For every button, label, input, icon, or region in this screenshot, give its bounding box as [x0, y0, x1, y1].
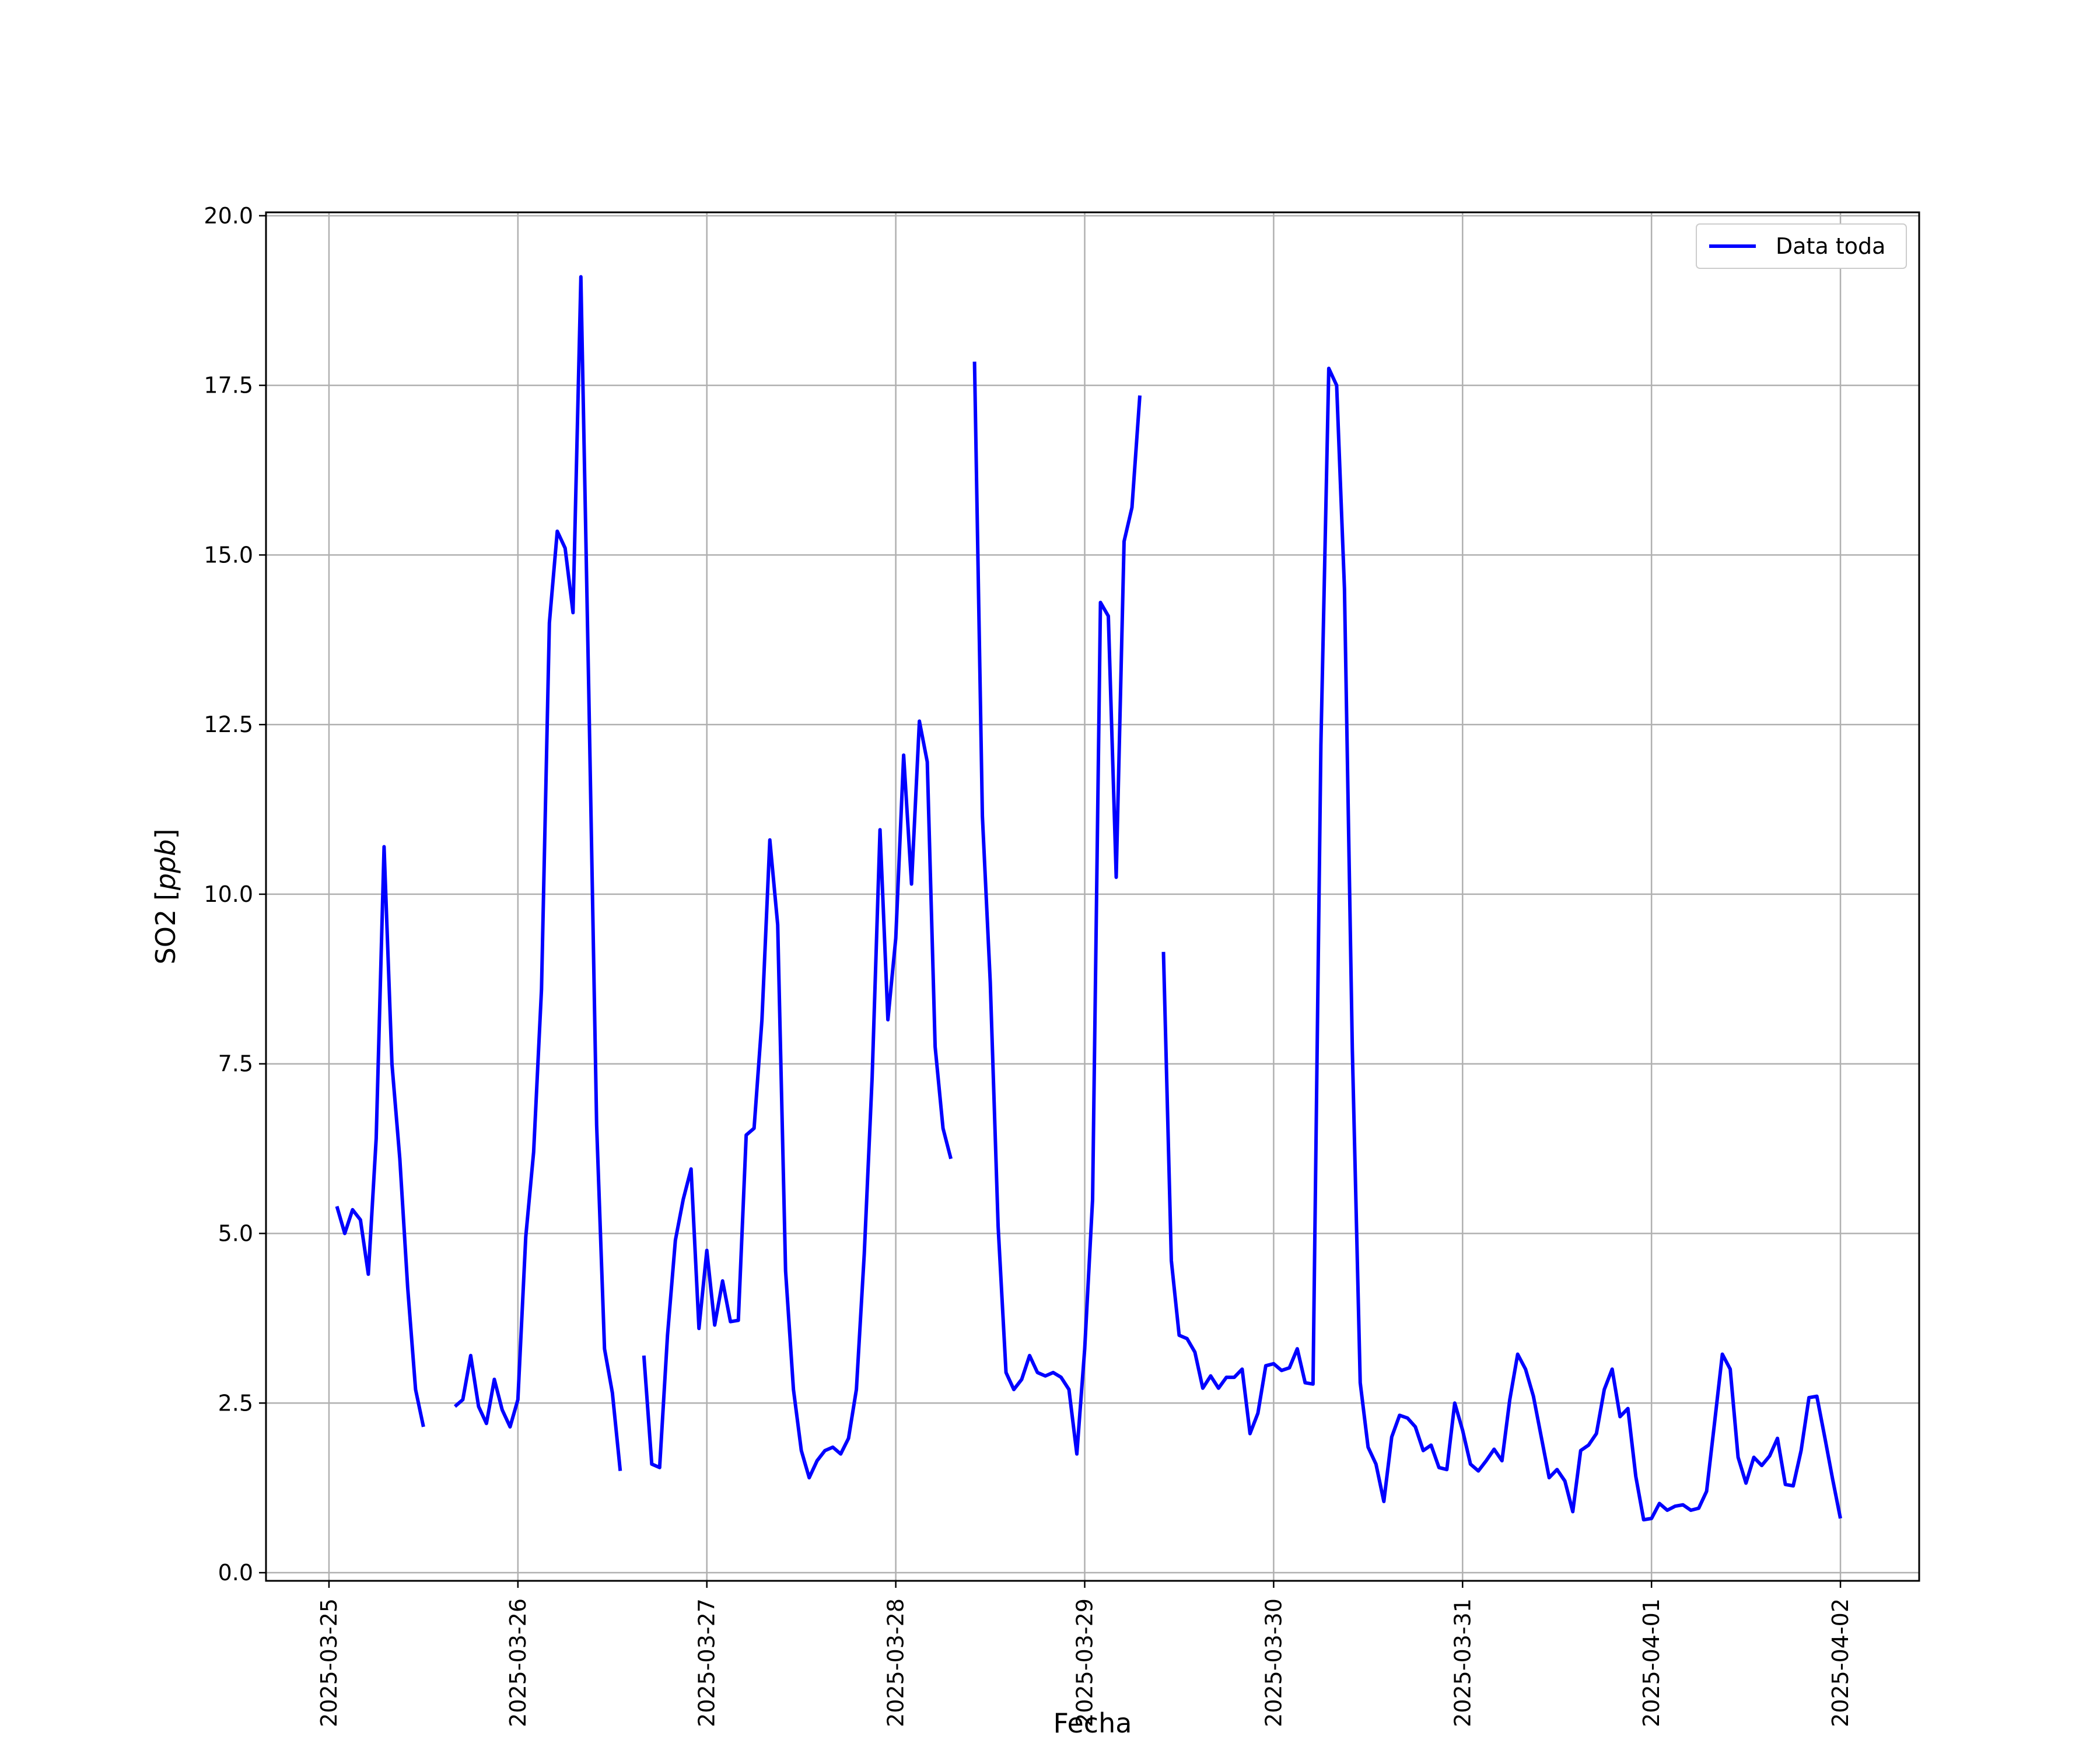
series-line-data-toda [1161, 366, 1842, 1522]
legend: Data toda [1696, 223, 1907, 269]
series-line-data-toda [972, 361, 1142, 1456]
y-tick-label: 12.5 [204, 712, 253, 737]
x-tick-label: 2025-03-31 [1450, 1598, 1475, 1727]
x-tick-label: 2025-04-02 [1828, 1598, 1853, 1727]
y-axis-ticks: 0.0 2.5 5.0 7.5 10.0 12.5 15.0 17.5 20.0 [204, 203, 266, 1586]
series-line-data-toda [642, 719, 953, 1480]
x-tick-label: 2025-03-26 [505, 1598, 531, 1727]
x-tick-label: 2025-03-29 [1072, 1598, 1098, 1727]
x-tick-label: 2025-03-25 [316, 1598, 342, 1727]
y-axis-label-unit: ppb [150, 839, 181, 891]
y-tick-label: 10.0 [204, 881, 253, 907]
legend-box [1696, 223, 1907, 269]
x-tick-label: 2025-03-27 [694, 1598, 720, 1727]
y-tick-label: 0.0 [218, 1560, 253, 1586]
plot-area-frame [265, 211, 1920, 1582]
legend-label-data-toda: Data toda [1776, 233, 1885, 259]
series-line-data-toda [453, 275, 622, 1471]
y-tick-label: 15.0 [204, 542, 253, 568]
x-tick-label: 2025-03-30 [1261, 1598, 1286, 1727]
series-layer [335, 275, 1842, 1522]
x-axis-label: Fecha [1054, 1707, 1132, 1739]
x-tick-label: 2025-03-28 [883, 1598, 909, 1727]
y-axis-label: SO2 [ppb] [150, 829, 181, 965]
series-line-data-toda [335, 845, 425, 1427]
y-tick-label: 17.5 [204, 373, 253, 398]
y-tick-label: 5.0 [218, 1220, 253, 1246]
x-axis-ticks: 2025-03-25 2025-03-26 2025-03-27 2025-03-28… [316, 1581, 1853, 1727]
y-tick-label: 7.5 [218, 1051, 253, 1077]
y-tick-label: 20.0 [204, 203, 253, 229]
y-tick-label: 2.5 [218, 1390, 253, 1416]
y-axis-label-close: ] [150, 829, 181, 839]
y-axis-label-text: SO2 [ [150, 890, 181, 964]
grid-lines [266, 212, 1919, 1581]
x-tick-label: 2025-04-01 [1639, 1598, 1664, 1727]
